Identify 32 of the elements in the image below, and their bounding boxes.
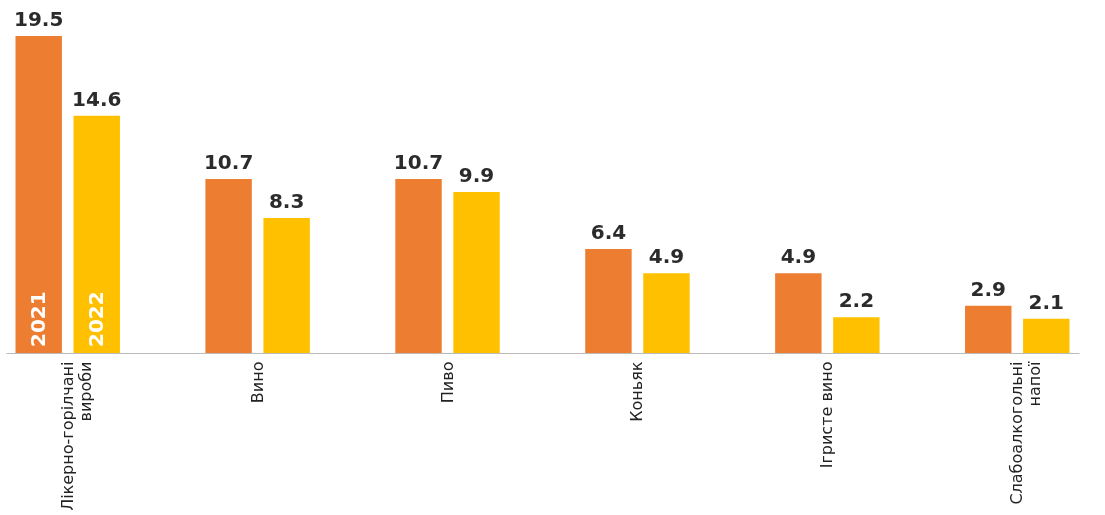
x-tick-label: Слабоалкогольні напої — [1007, 360, 1045, 505]
bar — [833, 317, 880, 353]
bar — [453, 192, 500, 353]
data-label: 10.7 — [203, 150, 254, 175]
bar — [73, 115, 120, 353]
bar — [1023, 318, 1070, 353]
data-label: 2.2 — [838, 288, 875, 313]
x-tick-label: Лікерно-горілчані вироби — [57, 361, 95, 511]
bar — [395, 179, 442, 353]
data-label: 4.9 — [780, 244, 817, 269]
x-tick-label: Вино — [247, 361, 267, 404]
data-label: 14.6 — [72, 86, 122, 111]
series-label: 2022 — [83, 291, 108, 347]
data-label: 2.1 — [1028, 289, 1065, 314]
data-label: 6.4 — [590, 219, 627, 244]
data-label: 19.5 — [14, 7, 64, 31]
data-label: 9.9 — [458, 163, 495, 188]
bar — [585, 248, 632, 353]
data-label: 8.3 — [268, 189, 305, 214]
data-label: 10.7 — [393, 150, 444, 175]
bar — [205, 179, 252, 353]
x-tick-label: Ігристе вино — [817, 361, 837, 469]
bar — [643, 273, 690, 353]
data-label: 4.9 — [648, 244, 685, 269]
bar — [15, 36, 62, 353]
bar — [965, 305, 1012, 353]
x-tick-label: Коньяк — [627, 361, 647, 422]
bar — [775, 273, 822, 353]
series-label: 2021 — [25, 291, 50, 347]
data-label: 2.9 — [970, 276, 1006, 301]
bar — [263, 218, 310, 353]
x-tick-label: Пиво — [437, 361, 457, 404]
